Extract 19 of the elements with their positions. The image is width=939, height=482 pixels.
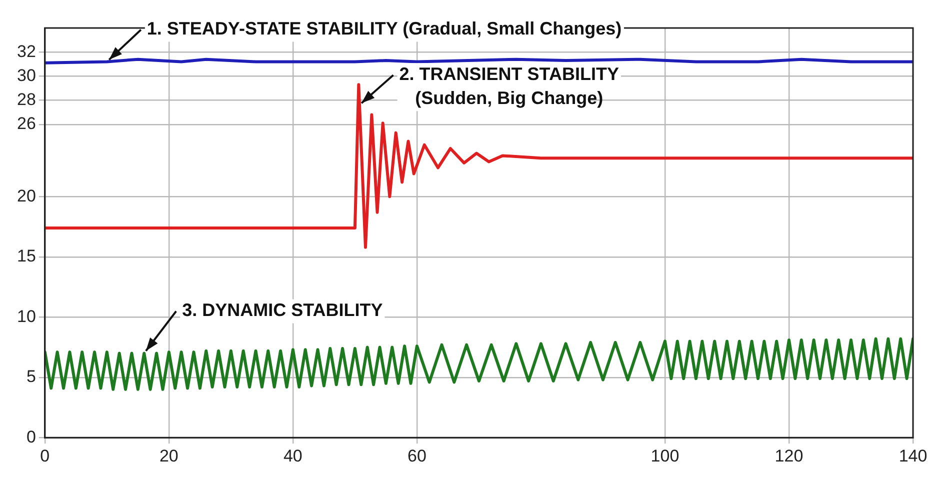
y-tick-label: 0 xyxy=(26,427,36,446)
x-tick-label: 60 xyxy=(407,446,426,466)
x-tick-label: 120 xyxy=(774,446,804,466)
y-tick-label: 32 xyxy=(16,42,36,61)
y-tick-label: 10 xyxy=(16,306,36,326)
y-tick-label: 5 xyxy=(26,367,36,386)
annotation: 2. TRANSIENT STABILITY (Sudden, Big Change) xyxy=(399,64,619,108)
y-tick-label: 26 xyxy=(16,114,36,134)
y-tick-label: 15 xyxy=(16,246,36,266)
x-tick-label: 140 xyxy=(898,446,928,466)
y-tick-label: 30 xyxy=(16,66,36,85)
annotation: 1. STEADY-STATE STABILITY (Gradual, Small Changes) xyxy=(146,18,622,39)
y-tick-label: 28 xyxy=(16,90,36,109)
x-tick-label: 20 xyxy=(159,446,178,466)
x-tick-label: 0 xyxy=(40,446,50,466)
x-tick-label: 100 xyxy=(650,446,680,466)
y-tick-label: 20 xyxy=(16,186,36,206)
annotation: 3. DYNAMIC STABILITY xyxy=(182,300,383,320)
x-tick-label: 40 xyxy=(283,446,302,466)
